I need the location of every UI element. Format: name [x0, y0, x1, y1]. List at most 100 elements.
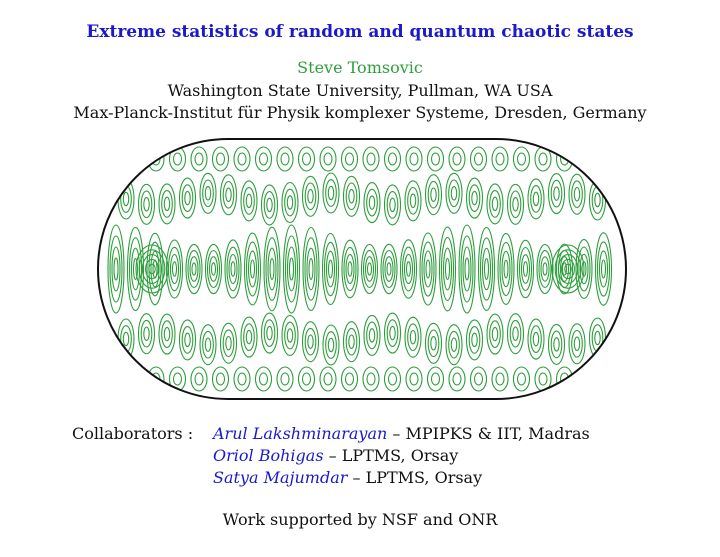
contour-line [438, 226, 457, 312]
contour-line [383, 366, 402, 392]
contour-line [536, 243, 554, 295]
contour-line [204, 337, 212, 352]
contour-line [323, 372, 333, 386]
contour-line [122, 191, 130, 207]
contour-line [345, 254, 355, 284]
contour-line [237, 372, 247, 386]
contour-line [263, 319, 276, 347]
contour-line [458, 224, 476, 314]
contour-line [368, 328, 376, 343]
contour-line [194, 152, 204, 166]
contour-line [430, 336, 437, 351]
contour-line [325, 331, 337, 359]
contour-line [551, 244, 585, 294]
wavefunction-contours [107, 146, 613, 392]
contour-line [473, 152, 484, 166]
contour-line [425, 259, 431, 279]
contour-line [307, 334, 314, 349]
contour-line [532, 331, 540, 347]
contour-line [284, 188, 296, 217]
contour-line [512, 146, 531, 172]
contour-line [419, 232, 437, 306]
contour-line [383, 146, 402, 172]
contour-line [219, 174, 238, 216]
contour-line [233, 366, 251, 392]
contour-line [573, 336, 581, 352]
contour-line [258, 372, 269, 386]
contour-line [243, 187, 255, 215]
contour-line [516, 372, 527, 386]
collaborator-name: Arul Lakshminarayan [213, 424, 388, 443]
contour-line [440, 237, 455, 301]
contour-line [141, 254, 163, 284]
contour-line [327, 185, 335, 201]
contour-line [199, 172, 217, 214]
contour-line [486, 313, 504, 355]
contour-line [147, 366, 165, 392]
contour-line [323, 152, 333, 166]
contour-line [181, 326, 194, 354]
contour-line [187, 250, 201, 288]
contour-line [516, 239, 535, 299]
contour-line [386, 262, 392, 276]
contour-line [600, 259, 607, 279]
contour-line [506, 313, 525, 355]
contour-line [286, 195, 294, 210]
stadium-billiard-figure [97, 138, 627, 400]
contour-line [189, 256, 199, 282]
contour-line [286, 328, 294, 343]
contour-line [409, 372, 419, 386]
contour-line [202, 179, 214, 208]
affiliation-1: Washington State University, Pullman, WA… [167, 81, 553, 100]
contour-line [281, 181, 299, 224]
contour-line [266, 197, 273, 213]
contour-line [301, 372, 312, 386]
contour-line [404, 316, 422, 358]
contour-line [254, 366, 273, 392]
contour-line [345, 182, 358, 211]
contour-line [407, 186, 419, 215]
contour-line [181, 184, 194, 212]
contour-line [407, 323, 419, 352]
contour-line [424, 322, 443, 364]
contour-line [228, 253, 238, 285]
contour-line [276, 366, 294, 392]
contour-line [448, 179, 460, 208]
contour-line [491, 326, 499, 342]
contour-line [489, 320, 501, 348]
contour-line [260, 312, 279, 354]
contour-line [185, 243, 203, 295]
contour-line [230, 261, 236, 277]
contour-line [243, 232, 262, 306]
contour-line [550, 179, 563, 208]
contour-line [137, 313, 156, 355]
contour-line [128, 237, 143, 301]
author-name: Steve Tomsovic [297, 58, 423, 77]
contour-line [568, 323, 586, 365]
contour-line [423, 250, 433, 288]
contour-line [389, 325, 396, 341]
contour-line [211, 146, 230, 172]
contour-line [215, 152, 226, 166]
contour-line [383, 184, 402, 226]
contour-line [260, 184, 279, 226]
contour-line [366, 262, 373, 276]
contour-line [399, 239, 418, 299]
contour-line [237, 152, 247, 166]
collaborator-affiliation: MPIPKS & IIT, Madras [405, 424, 590, 443]
contour-line [409, 193, 417, 209]
contour-line [481, 247, 492, 291]
contour-line [506, 183, 525, 225]
contour-line [258, 152, 269, 166]
contour-line [401, 246, 416, 292]
contour-line [594, 330, 601, 346]
contour-line [135, 244, 169, 294]
contour-line [344, 152, 355, 166]
contour-line [489, 190, 501, 218]
contour-line [147, 146, 165, 172]
contour-line [327, 337, 335, 353]
contour-line [172, 152, 183, 166]
contour-line [269, 258, 275, 280]
contour-line [161, 190, 173, 218]
contour-line [348, 189, 355, 204]
